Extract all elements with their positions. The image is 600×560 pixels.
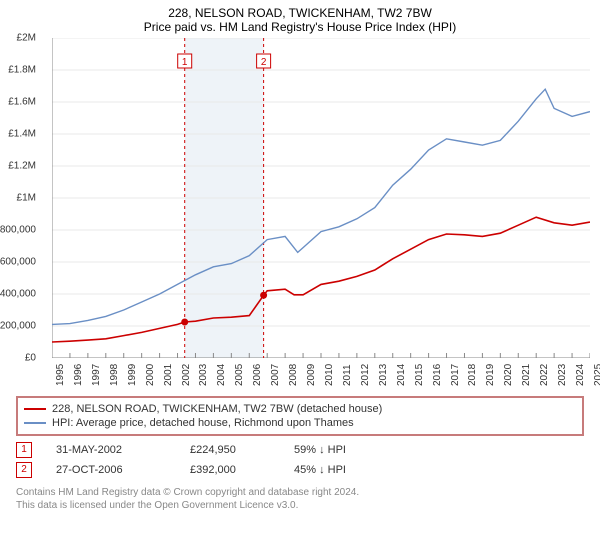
- marker-date: 31-MAY-2002: [56, 444, 166, 456]
- x-tick-label: 2008: [288, 364, 299, 386]
- x-tick-label: 2006: [252, 364, 263, 386]
- y-tick-label: £2M: [17, 33, 36, 44]
- footer-attribution: Contains HM Land Registry data © Crown c…: [16, 486, 584, 512]
- legend-box: 228, NELSON ROAD, TWICKENHAM, TW2 7BW (d…: [16, 396, 584, 436]
- x-tick-label: 2024: [575, 364, 586, 386]
- x-tick-label: 2000: [145, 364, 156, 386]
- marker-id-box: 2: [16, 462, 32, 478]
- chart-title-line1: 228, NELSON ROAD, TWICKENHAM, TW2 7BW: [8, 6, 592, 20]
- chart-svg: 12: [52, 38, 590, 358]
- footer-line1: Contains HM Land Registry data © Crown c…: [16, 486, 584, 499]
- x-tick-label: 1995: [55, 364, 66, 386]
- marker-price: £392,000: [190, 464, 270, 476]
- x-tick-label: 2016: [432, 364, 443, 386]
- marker-id-box: 1: [16, 442, 32, 458]
- x-tick-label: 2010: [324, 364, 335, 386]
- y-tick-label: £800,000: [0, 225, 36, 236]
- x-tick-label: 2003: [198, 364, 209, 386]
- legend-label: HPI: Average price, detached house, Rich…: [52, 417, 354, 429]
- x-tick-label: 2002: [181, 364, 192, 386]
- legend-label: 228, NELSON ROAD, TWICKENHAM, TW2 7BW (d…: [52, 403, 382, 415]
- y-tick-label: £1.6M: [8, 97, 36, 108]
- markers-table: 1 31-MAY-2002 £224,950 59% ↓ HPI 2 27-OCT-200…: [16, 440, 584, 480]
- svg-text:2: 2: [261, 57, 267, 68]
- chart-container: 228, NELSON ROAD, TWICKENHAM, TW2 7BW Pr…: [0, 0, 600, 560]
- x-tick-label: 2014: [396, 364, 407, 386]
- x-tick-label: 2001: [163, 364, 174, 386]
- x-tick-label: 1997: [91, 364, 102, 386]
- marker-row: 2 27-OCT-2006 £392,000 45% ↓ HPI: [16, 460, 584, 480]
- x-tick-label: 2015: [414, 364, 425, 386]
- x-tick-label: 2011: [342, 364, 353, 386]
- y-tick-label: £1.2M: [8, 161, 36, 172]
- marker-date: 27-OCT-2006: [56, 464, 166, 476]
- x-tick-label: 2005: [234, 364, 245, 386]
- chart-plot-area: 1 2 1995 1996 1997 1998 1999 2000 2001 2002 2003 2…: [52, 38, 582, 392]
- legend-swatch: [24, 408, 46, 410]
- y-tick-label: £1.4M: [8, 129, 36, 140]
- marker-pct: 45% ↓ HPI: [294, 464, 384, 476]
- x-axis-labels: 1995 1996 1997 1998 1999 2000 2001 2002 2003 2004…: [52, 358, 590, 392]
- marker-price: £224,950: [190, 444, 270, 456]
- legend-item: 228, NELSON ROAD, TWICKENHAM, TW2 7BW (d…: [24, 402, 576, 416]
- x-tick-label: 2007: [270, 364, 281, 386]
- x-tick-label: 2018: [467, 364, 478, 386]
- x-tick-label: 2004: [216, 364, 227, 386]
- marker-pct: 59% ↓ HPI: [294, 444, 384, 456]
- x-tick-label: 2022: [539, 364, 550, 386]
- x-tick-label: 2009: [306, 364, 317, 386]
- x-tick-label: 2019: [485, 364, 496, 386]
- svg-text:1: 1: [182, 57, 188, 68]
- x-tick-label: 2012: [360, 364, 371, 386]
- y-tick-label: £1M: [17, 193, 36, 204]
- y-axis-labels: £0£200,000£400,000£600,000£800,000£1M£1.…: [0, 38, 40, 358]
- legend-swatch: [24, 422, 46, 424]
- y-tick-label: £200,000: [0, 321, 36, 332]
- x-tick-label: 2013: [378, 364, 389, 386]
- marker-row: 1 31-MAY-2002 £224,950 59% ↓ HPI: [16, 440, 584, 460]
- x-tick-label: 2020: [503, 364, 514, 386]
- x-tick-label: 2023: [557, 364, 568, 386]
- x-tick-label: 2017: [450, 364, 461, 386]
- y-tick-label: £400,000: [0, 289, 36, 300]
- y-tick-label: £600,000: [0, 257, 36, 268]
- chart-title-line2: Price paid vs. HM Land Registry's House …: [8, 20, 592, 34]
- x-tick-label: 1999: [127, 364, 138, 386]
- y-tick-label: £1.8M: [8, 65, 36, 76]
- x-tick-label: 1998: [109, 364, 120, 386]
- x-tick-label: 2025: [593, 364, 600, 386]
- y-tick-label: £0: [25, 353, 36, 364]
- x-tick-label: 2021: [521, 364, 532, 386]
- legend-item: HPI: Average price, detached house, Rich…: [24, 416, 576, 430]
- x-tick-label: 1996: [73, 364, 84, 386]
- footer-line2: This data is licensed under the Open Gov…: [16, 499, 584, 512]
